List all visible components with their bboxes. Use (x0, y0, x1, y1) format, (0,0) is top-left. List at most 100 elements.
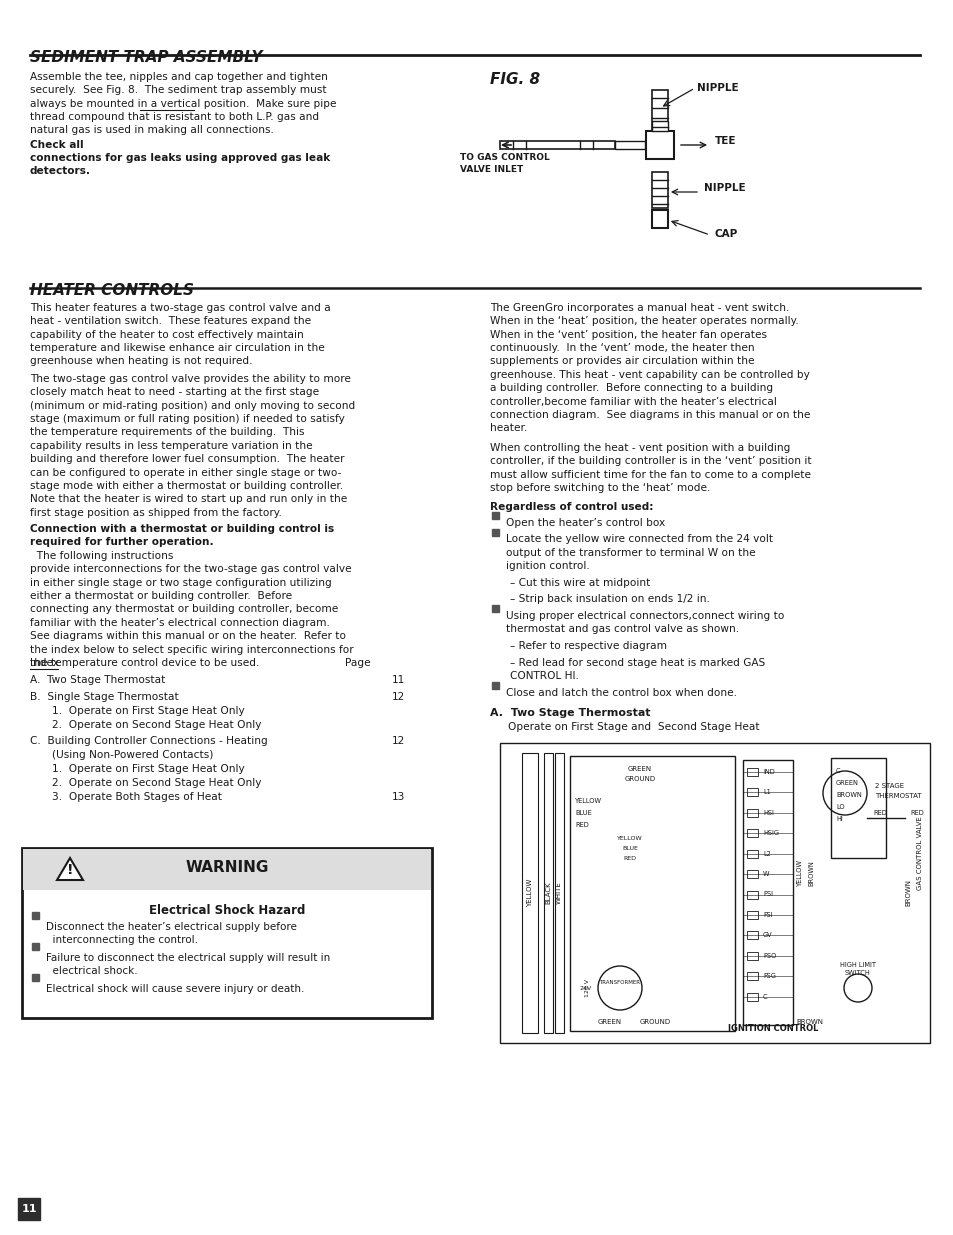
Text: YELLOW: YELLOW (617, 836, 642, 841)
Text: RED: RED (623, 856, 636, 861)
Bar (32, 974, 39, 981)
Bar (492, 605, 498, 613)
Bar (32, 911, 39, 919)
Text: BROWN: BROWN (807, 860, 813, 885)
Text: The following instructions
provide interconnections for the two-stage gas contro: The following instructions provide inter… (30, 551, 354, 668)
Bar (651, 172, 667, 207)
Text: RED: RED (872, 810, 886, 816)
Text: Electrical shock will cause severe injury or death.: Electrical shock will cause severe injur… (46, 984, 304, 994)
Text: HI: HI (835, 816, 841, 823)
Text: BROWN: BROWN (904, 879, 910, 906)
Text: BLUE: BLUE (575, 810, 591, 816)
Text: – Red lead for second stage heat is marked GAS
CONTROL HI.: – Red lead for second stage heat is mark… (510, 657, 764, 680)
Text: C.  Building Controller Connections - Heating: C. Building Controller Connections - Hea… (30, 736, 268, 746)
Text: TRANSFORMER: TRANSFORMER (598, 981, 639, 986)
Bar (499, 141, 615, 149)
Text: BLUE: BLUE (621, 846, 638, 851)
Bar (746, 890, 758, 899)
Text: 2.  Operate on Second Stage Heat Only: 2. Operate on Second Stage Heat Only (52, 778, 261, 788)
Bar (746, 829, 758, 837)
Text: B.  Single Stage Thermostat: B. Single Stage Thermostat (30, 692, 178, 701)
Bar (746, 952, 758, 960)
Text: BLACK: BLACK (544, 882, 551, 904)
Bar (651, 90, 667, 130)
Text: PSO: PSO (762, 952, 776, 958)
Text: 13: 13 (392, 792, 405, 802)
Text: GREEN: GREEN (598, 1019, 621, 1025)
Text: RED: RED (909, 810, 923, 816)
Text: The GreenGro incorporates a manual heat - vent switch.
When in the ‘heat’ positi: The GreenGro incorporates a manual heat … (490, 303, 809, 433)
Bar (499, 743, 929, 1044)
Text: 2.  Operate on Second Stage Heat Only: 2. Operate on Second Stage Heat Only (52, 720, 261, 730)
Text: TEE: TEE (714, 136, 736, 146)
Text: 1.  Operate on First Stage Heat Only: 1. Operate on First Stage Heat Only (52, 764, 245, 774)
Bar (746, 972, 758, 981)
Text: This heater features a two-stage gas control valve and a
heat - ventilation swit: This heater features a two-stage gas con… (30, 303, 331, 367)
Bar (18, 1198, 40, 1220)
Text: GREEN: GREEN (627, 766, 652, 772)
Text: HIGH LIMIT: HIGH LIMIT (840, 962, 875, 968)
Bar (521, 753, 537, 1032)
Text: WARNING: WARNING (185, 860, 269, 874)
Text: FSG: FSG (762, 973, 775, 979)
Bar (746, 768, 758, 776)
Text: The two-stage gas control valve provides the ability to more
closely match heat : The two-stage gas control valve provides… (30, 374, 355, 517)
Bar (492, 682, 498, 688)
Text: PSI: PSI (762, 892, 772, 898)
Text: GREEN: GREEN (835, 781, 858, 785)
Text: NIPPLE: NIPPLE (703, 183, 745, 193)
Text: BROWN: BROWN (795, 1019, 822, 1025)
Text: Close and latch the control box when done.: Close and latch the control box when don… (505, 688, 737, 698)
Bar (742, 760, 792, 1025)
Text: 24V: 24V (579, 986, 592, 990)
Text: Electrical Shock Hazard: Electrical Shock Hazard (149, 904, 305, 918)
Bar (746, 871, 758, 878)
Text: Locate the yellow wire connected from the 24 volt
output of the transformer to t: Locate the yellow wire connected from th… (505, 535, 772, 572)
Bar (746, 809, 758, 816)
Bar (746, 788, 758, 797)
Text: 12: 12 (392, 692, 405, 701)
Text: Assemble the tee, nipples and cap together and tighten
securely.  See Fig. 8.  T: Assemble the tee, nipples and cap togeth… (30, 72, 336, 136)
Text: Check all
connections for gas leaks using approved gas leak
detectors.: Check all connections for gas leaks usin… (30, 140, 330, 177)
Text: Page: Page (345, 658, 370, 668)
Bar (746, 850, 758, 857)
Text: Open the heater’s control box: Open the heater’s control box (505, 517, 664, 529)
Bar (32, 944, 39, 950)
Text: VALVE INLET: VALVE INLET (459, 165, 522, 174)
Bar (569, 756, 734, 1031)
Text: RED: RED (575, 823, 588, 827)
Text: GROUND: GROUND (624, 776, 655, 782)
Text: C: C (762, 994, 767, 999)
Text: IGNITION CONTROL: IGNITION CONTROL (727, 1024, 818, 1032)
Bar (830, 758, 885, 858)
Text: Using proper electrical connectors,connect wiring to
thermostat and gas control : Using proper electrical connectors,conne… (505, 611, 783, 635)
Text: HSI: HSI (762, 810, 773, 816)
Text: LO: LO (835, 804, 843, 810)
Bar (23, 848, 431, 890)
Text: – Cut this wire at midpoint: – Cut this wire at midpoint (510, 578, 650, 588)
Bar (651, 210, 667, 228)
Text: Failure to disconnect the electrical supply will result in
  electrical shock.: Failure to disconnect the electrical sup… (46, 953, 330, 977)
Text: WHITE: WHITE (556, 882, 561, 904)
Text: 1.  Operate on First Stage Heat Only: 1. Operate on First Stage Heat Only (52, 706, 245, 716)
Bar (22, 848, 432, 1018)
Text: W: W (762, 871, 769, 877)
Text: THERMOSTAT: THERMOSTAT (874, 793, 921, 799)
Bar (746, 993, 758, 1000)
Text: Operate on First Stage and  Second Stage Heat: Operate on First Stage and Second Stage … (507, 722, 759, 732)
Text: L2: L2 (762, 851, 770, 857)
Text: YELLOW: YELLOW (575, 798, 601, 804)
Text: Disconnect the heater’s electrical supply before
  interconnecting the control.: Disconnect the heater’s electrical suppl… (46, 923, 296, 945)
Text: GV: GV (762, 932, 772, 939)
Text: BROWN: BROWN (835, 792, 861, 798)
Text: Connection with a thermostat or building control is
required for further operati: Connection with a thermostat or building… (30, 524, 334, 547)
Text: – Refer to respective diagram: – Refer to respective diagram (510, 641, 666, 651)
Text: 120 V: 120 V (585, 979, 590, 997)
Text: !: ! (67, 863, 73, 877)
Bar (543, 753, 553, 1032)
Bar (651, 121, 667, 131)
Text: YELLOW: YELLOW (796, 860, 802, 887)
Text: 3.  Operate Both Stages of Heat: 3. Operate Both Stages of Heat (52, 792, 222, 802)
Text: Index: Index (30, 658, 59, 668)
Text: GAS CONTROL VALVE: GAS CONTROL VALVE (916, 816, 923, 890)
